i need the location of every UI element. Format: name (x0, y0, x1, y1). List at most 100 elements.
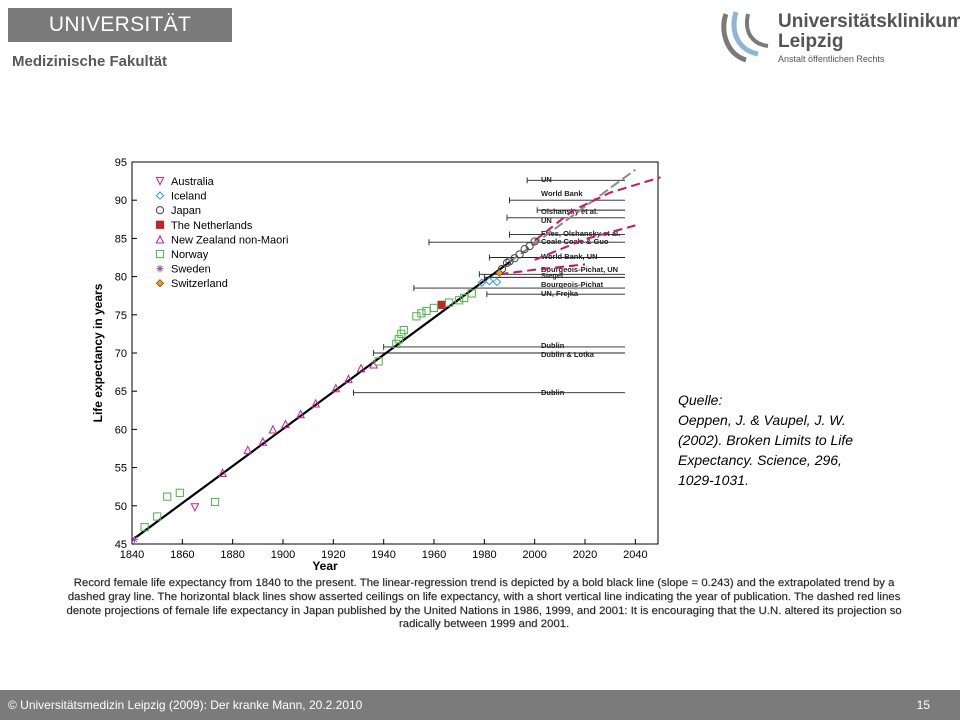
x-tick-label: 1880 (220, 549, 244, 561)
new-zealand-non-maori-data-point (331, 383, 341, 393)
legend-marker (155, 234, 165, 244)
ceiling-label: Dublin & Lotka (541, 350, 595, 359)
legend-marker (155, 220, 165, 229)
ceiling-label: World Bank, UN (541, 252, 598, 261)
australia-data-point (190, 503, 200, 513)
legend-label: Iceland (171, 191, 206, 203)
ceiling-label: Siegel (541, 271, 563, 280)
un-projection-line (499, 263, 586, 276)
x-axis-label: Year (312, 559, 338, 572)
clinic-logo-icon (721, 11, 769, 63)
x-tick-label: 2040 (623, 549, 647, 561)
ceiling-label: World Bank (541, 189, 583, 198)
norway-data-point (210, 497, 220, 507)
clinic-logo: Universitätsklinikum Leipzig Anstalt öff… (718, 10, 960, 70)
new-zealand-non-maori-data-point (268, 424, 278, 434)
x-tick-label: 1920 (321, 549, 345, 561)
source-line: (2002). Broken Limits to Life (678, 432, 854, 448)
new-zealand-non-maori-data-point (258, 436, 268, 446)
norway-data-point (422, 306, 431, 316)
new-zealand-non-maori-data-point (243, 445, 253, 455)
iceland-data-point (492, 277, 502, 287)
new-zealand-non-maori-data-point (281, 419, 290, 429)
x-tick-label: 1840 (120, 549, 144, 561)
y-tick-label: 45 (115, 539, 127, 551)
norway-data-point (399, 325, 408, 335)
legend-marker (155, 176, 165, 186)
y-tick-label: 50 (115, 501, 127, 513)
legend-label: New Zealand non-Maori (171, 234, 288, 246)
source-citation: Quelle: Oeppen, J. & Vaupel, J. W. (2002… (678, 390, 918, 490)
ceiling-label: Bourgeois-Pichat (541, 280, 604, 289)
legend-marker (155, 249, 165, 259)
un-projection-line (534, 176, 661, 242)
japan-data-point (515, 250, 524, 259)
source-line: Expectancy. Science, 296, (678, 452, 842, 468)
x-tick-label: 2000 (522, 549, 546, 561)
legend-marker (156, 265, 164, 273)
un-projection-line (534, 224, 636, 261)
iceland-data-point (485, 276, 494, 286)
clinic-logo-city: Leipzig (778, 31, 844, 52)
norway-data-point (153, 512, 162, 521)
norway-data-point (445, 298, 454, 307)
x-tick-label: 1860 (170, 549, 194, 561)
legend-marker (155, 206, 165, 215)
legend-label: Norway (171, 249, 209, 261)
ceiling-label: Coale Coale & Guo (541, 237, 609, 246)
switzerland-data-point (495, 268, 504, 277)
new-zealand-non-maori-data-point (356, 363, 366, 373)
norway-data-point (175, 488, 184, 497)
the-netherlands-data-point (437, 300, 446, 309)
legend-label: Australia (171, 176, 215, 188)
legend-marker (155, 191, 165, 200)
norway-data-point (374, 357, 383, 366)
new-zealand-non-maori-data-point (218, 468, 228, 478)
japan-data-point (525, 241, 534, 251)
legend-label: Japan (171, 205, 201, 217)
source-line: Oeppen, J. & Vaupel, J. W. (678, 412, 846, 428)
new-zealand-non-maori-data-point (296, 409, 306, 419)
norway-data-point (412, 312, 421, 321)
page-number: 15 (916, 698, 930, 712)
y-tick-label: 55 (115, 463, 127, 475)
ceiling-label: Dublin (541, 388, 565, 397)
x-tick-label: 2020 (573, 549, 597, 561)
y-tick-label: 65 (115, 386, 127, 398)
ceiling-label: Dublin (541, 341, 565, 350)
new-zealand-non-maori-data-point (344, 374, 353, 384)
ceiling-label: UN (541, 175, 552, 184)
faculty-name: Medizinische Fakultät (12, 53, 168, 70)
source-line: Quelle: (678, 392, 723, 408)
y-tick-label: 70 (115, 348, 127, 360)
iceland-data-point (477, 278, 487, 288)
life-expectancy-chart: 45 50 55 60 65 70 75 80 85 90 95 1840 1860 1880 1900 19… (90, 154, 662, 573)
legend-marker (155, 279, 165, 288)
japan-data-point (502, 258, 512, 267)
footer-bar: © Universitätsmedizin Leipzig (2009): De… (0, 690, 960, 720)
norway-data-point (163, 492, 172, 501)
university-wordmark: UNIVERSITÄT LEIPZIG (8, 8, 232, 70)
ceiling-label: UN (541, 216, 552, 225)
x-tick-label: 1900 (271, 549, 295, 561)
y-axis-label: Life expectancy in years (91, 283, 105, 422)
norway-data-point (460, 293, 469, 303)
source-line: 1029-1031. (678, 472, 749, 488)
legend-label: Switzerland (171, 278, 228, 290)
ceiling-label: Fries, Olshansky et al. (541, 229, 620, 238)
sweden-data-point (130, 535, 139, 544)
chart-svg: 45 50 55 60 65 70 75 80 85 90 95 1840 1860 1880 1900 19… (91, 157, 661, 573)
norway-data-point (392, 339, 401, 348)
norway-data-point (394, 335, 403, 344)
x-tick-label: 1940 (371, 549, 395, 561)
y-tick-label: 90 (115, 195, 127, 207)
norway-data-point (455, 296, 464, 305)
norway-data-point (417, 309, 426, 318)
new-zealand-non-maori-data-point (311, 398, 321, 408)
ceiling-label: Bourgeois-Pichat, UN (541, 265, 618, 274)
y-tick-label: 75 (115, 310, 127, 322)
legend-label: The Netherlands (171, 220, 253, 232)
regression-trend-line (131, 261, 511, 542)
norway-data-point (429, 303, 439, 313)
figure-caption: Record female life expectancy from 1840 … (66, 577, 902, 631)
